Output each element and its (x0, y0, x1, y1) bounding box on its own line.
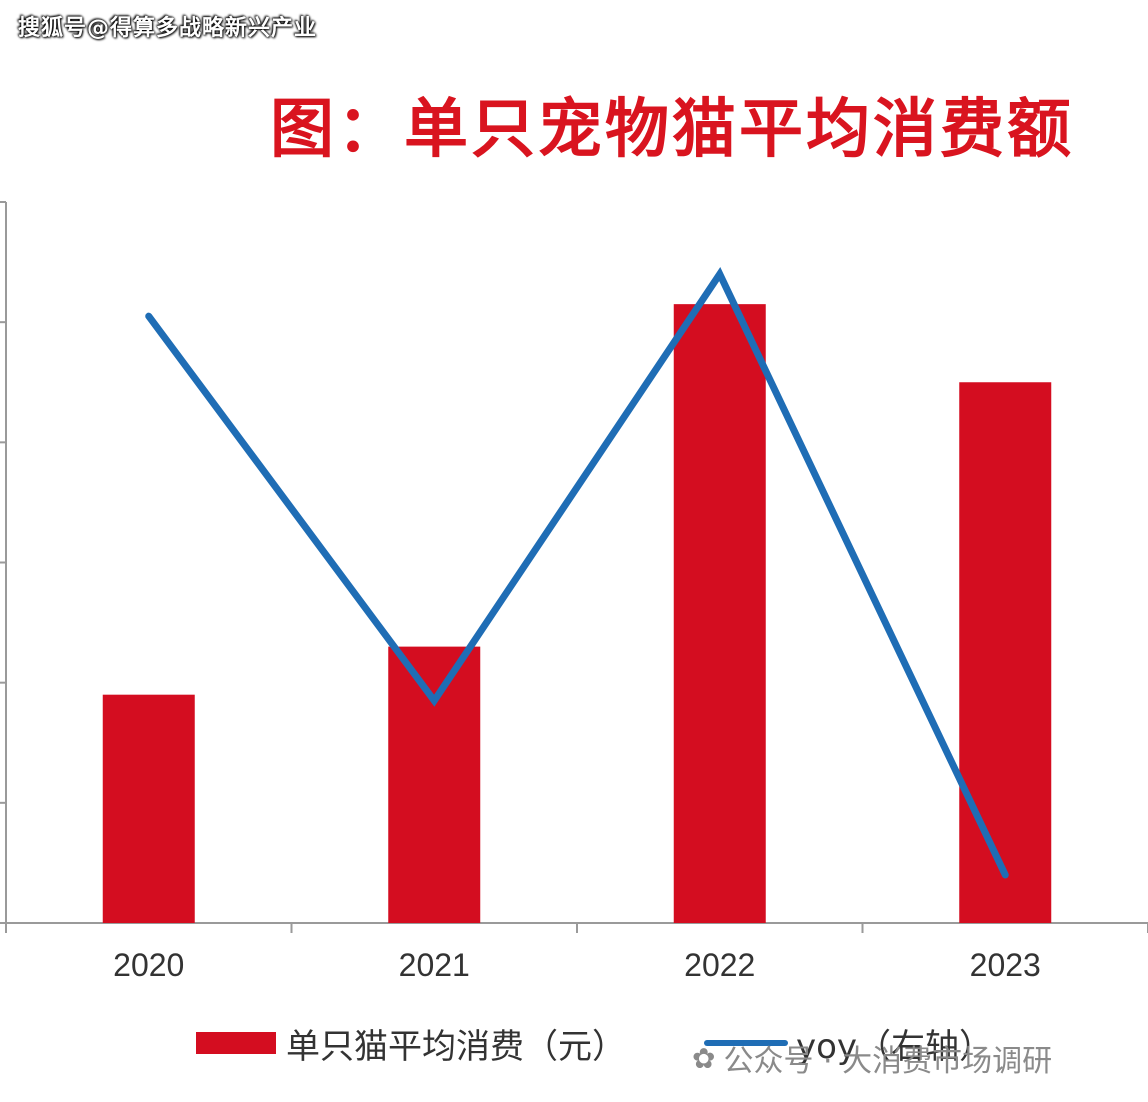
yoy-point-2023 (1003, 872, 1008, 877)
yoy-point-2021 (432, 698, 437, 703)
x-tick-label-2023: 2023 (970, 947, 1041, 983)
bar-2020 (102, 694, 195, 923)
bar-2022 (673, 304, 766, 923)
bar-2023 (959, 382, 1052, 923)
footer-watermark: ✿ 公众号 · 大消费市场调研 (692, 1036, 1052, 1080)
legend-label-bar: 单只猫平均消费（元） (286, 1026, 626, 1067)
bar-2021 (388, 646, 481, 923)
source-watermark: 搜狐号@得算多战略新兴产业 (18, 16, 318, 41)
x-tick-label-2021: 2021 (399, 947, 470, 983)
legend-label-line: yoy（右轴） (796, 1026, 994, 1067)
x-tick-label-2020: 2020 (113, 947, 184, 983)
legend-swatch-line (704, 1040, 788, 1046)
legend-swatch-bar (196, 1032, 276, 1054)
yoy-point-2022 (717, 272, 722, 277)
footer-watermark-text: 公众号 · 大消费市场调研 (723, 1044, 1053, 1079)
yoy-line (145, 267, 1009, 879)
x-tick-label-2022: 2022 (684, 947, 755, 983)
yoy-point-2020 (146, 314, 151, 319)
chart-title: 图：单只宠物猫平均消费额 (270, 93, 1074, 167)
wechat-icon: ✿ (692, 1041, 716, 1075)
legend: 单只猫平均消费（元） yoy（右轴） (196, 1018, 993, 1068)
